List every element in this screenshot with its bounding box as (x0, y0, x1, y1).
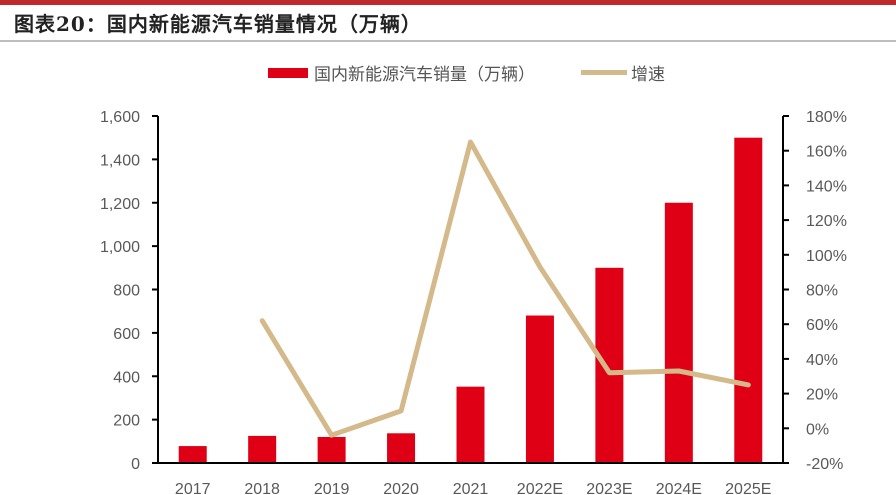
bar-2025E (734, 137, 763, 463)
legend-label-sales: 国内新能源汽车销量（万辆） (314, 65, 535, 85)
top-rule (0, 0, 896, 5)
bar-series (178, 137, 763, 463)
x-tick-label: 2019 (314, 481, 350, 495)
line-series (259, 139, 751, 438)
legend-bar-swatch (268, 67, 308, 78)
bar-2017 (178, 446, 207, 463)
legend-item-sales: 国内新能源汽车销量（万辆） (268, 60, 535, 85)
right-axis: -20% 0% 20% 40% 60% 80% 100% 120% 140% 160% 180% (782, 109, 847, 473)
left-tick-label: 600 (113, 326, 140, 343)
right-tick-label: -20% (806, 456, 843, 473)
x-axis: 2017 2018 2019 2020 2021 2022E 2023E 2024E 2025E (152, 462, 787, 495)
left-tick-label: 1,400 (100, 152, 140, 169)
right-tick-label: 0% (806, 421, 829, 438)
x-tick-label: 2025E (725, 481, 771, 495)
right-tick-label: 120% (806, 213, 847, 230)
title-divider (0, 40, 896, 42)
chart-title: 图表20：国内新能源汽车销量情况（万辆） (14, 12, 422, 36)
x-tick-label: 2017 (175, 481, 211, 495)
right-tick-label: 40% (806, 352, 838, 369)
left-tick-label: 1,600 (100, 109, 140, 126)
x-tick-label: 2021 (453, 481, 489, 495)
right-tick-label: 140% (806, 178, 847, 195)
left-axis: 0 200 400 600 800 1,000 1,200 1,400 1,600 (100, 109, 159, 473)
growth-line (259, 139, 751, 438)
x-tick-label: 2023E (586, 481, 632, 495)
bar-2019 (317, 436, 346, 463)
x-tick-label: 2018 (244, 481, 280, 495)
x-tick-label: 2020 (383, 481, 419, 495)
right-tick-label: 20% (806, 387, 838, 404)
bar-2022E (525, 315, 554, 463)
right-tick-label: 100% (806, 248, 847, 265)
x-tick-label: 2024E (656, 481, 702, 495)
right-tick-label: 60% (806, 317, 838, 334)
bar-2018 (248, 435, 277, 463)
bar-2021 (456, 386, 485, 463)
left-tick-label: 800 (113, 283, 140, 300)
left-tick-label: 200 (113, 413, 140, 430)
left-tick-label: 1,000 (100, 239, 140, 256)
bar-2020 (387, 433, 416, 463)
left-tick-label: 0 (131, 456, 140, 473)
right-tick-label: 80% (806, 283, 838, 300)
legend-item-growth: 增速 (581, 60, 665, 85)
legend-label-growth: 增速 (631, 65, 665, 85)
right-tick-label: 180% (806, 109, 847, 126)
bar-2024E (664, 202, 693, 463)
legend-line-swatch (581, 70, 627, 75)
left-tick-label: 1,200 (100, 196, 140, 213)
right-tick-label: 160% (806, 144, 847, 161)
legend: 国内新能源汽车销量（万辆） 增速 (268, 60, 711, 85)
left-tick-label: 400 (113, 369, 140, 386)
bar-2023E (595, 267, 624, 463)
x-tick-label: 2022E (517, 481, 563, 495)
